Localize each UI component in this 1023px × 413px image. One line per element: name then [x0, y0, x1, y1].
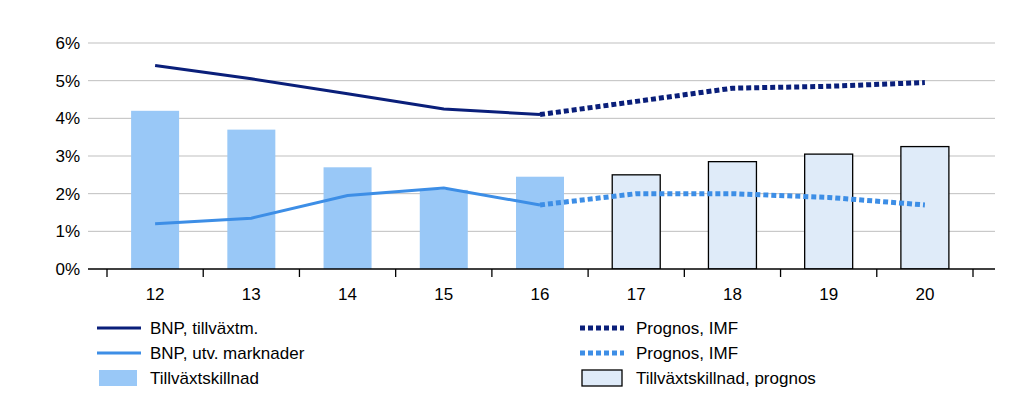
- y-tick-label: 2%: [55, 185, 80, 204]
- grid-line: [88, 156, 995, 157]
- line: [155, 66, 540, 115]
- bar: [708, 162, 756, 269]
- tick-mark: [491, 269, 492, 277]
- tick-mark: [106, 269, 107, 277]
- y-tick-label: 6%: [55, 34, 80, 53]
- plot-area: [131, 66, 949, 269]
- grid-line: [88, 118, 995, 119]
- x-tick-label: 13: [242, 285, 261, 304]
- bar: [131, 111, 179, 269]
- y-tick-label: 5%: [55, 72, 80, 91]
- bar: [324, 167, 372, 269]
- legend-swatch: [580, 351, 624, 356]
- legend: BNP, tillväxtm. BNP, utv. marknader Tillvä…: [97, 319, 816, 388]
- bar: [612, 175, 660, 269]
- y-tick-label: 4%: [55, 109, 80, 128]
- x-tick-label: 16: [531, 285, 550, 304]
- tick-mark: [587, 269, 588, 277]
- tick-mark: [876, 269, 877, 277]
- x-tick-label: 20: [915, 285, 934, 304]
- x-tick-label: 18: [723, 285, 742, 304]
- bar: [420, 190, 468, 269]
- x-tick-label: 15: [434, 285, 453, 304]
- tick-mark: [780, 269, 781, 277]
- line: [155, 188, 540, 224]
- bar: [805, 154, 853, 269]
- x-tick-label: 17: [627, 285, 646, 304]
- x-tick-label: 19: [819, 285, 838, 304]
- y-tick-label: 0%: [55, 260, 80, 279]
- legend-label: Tillväxtskillnad: [150, 369, 259, 388]
- bar: [227, 130, 275, 269]
- legend-label: Prognos, IMF: [636, 319, 738, 338]
- y-tick-label: 3%: [55, 147, 80, 166]
- legend-swatch: [582, 370, 622, 386]
- legend-swatch: [97, 352, 141, 355]
- tick-mark: [972, 269, 973, 277]
- bar: [901, 147, 949, 269]
- tick-mark: [203, 269, 204, 277]
- grid-line: [88, 80, 995, 81]
- x-tick-label: 12: [146, 285, 165, 304]
- legend-swatch: [97, 327, 141, 330]
- y-tick-label: 1%: [55, 222, 80, 241]
- y-axis: 0% 1% 2% 3% 4% 5% 6%: [55, 34, 995, 279]
- legend-label: BNP, utv. marknader: [150, 344, 305, 363]
- x-tick-label: 14: [338, 285, 357, 304]
- line: [540, 194, 925, 205]
- chart: 0% 1% 2% 3% 4% 5% 6% 12 13 14 15 16 17 18 19 20 BNP, til…: [0, 0, 1023, 413]
- tick-mark: [299, 269, 300, 277]
- legend-swatch: [99, 370, 137, 386]
- grid-line: [88, 43, 995, 44]
- legend-swatch: [580, 326, 624, 331]
- legend-label: Tillväxtskillnad, prognos: [636, 369, 816, 388]
- bar: [516, 177, 564, 269]
- tick-mark: [395, 269, 396, 277]
- legend-label: BNP, tillväxtm.: [150, 319, 258, 338]
- x-axis: 12 13 14 15 16 17 18 19 20: [88, 269, 995, 304]
- tick-mark: [684, 269, 685, 277]
- line: [540, 83, 925, 115]
- legend-label: Prognos, IMF: [636, 344, 738, 363]
- axis-line: [88, 268, 995, 269]
